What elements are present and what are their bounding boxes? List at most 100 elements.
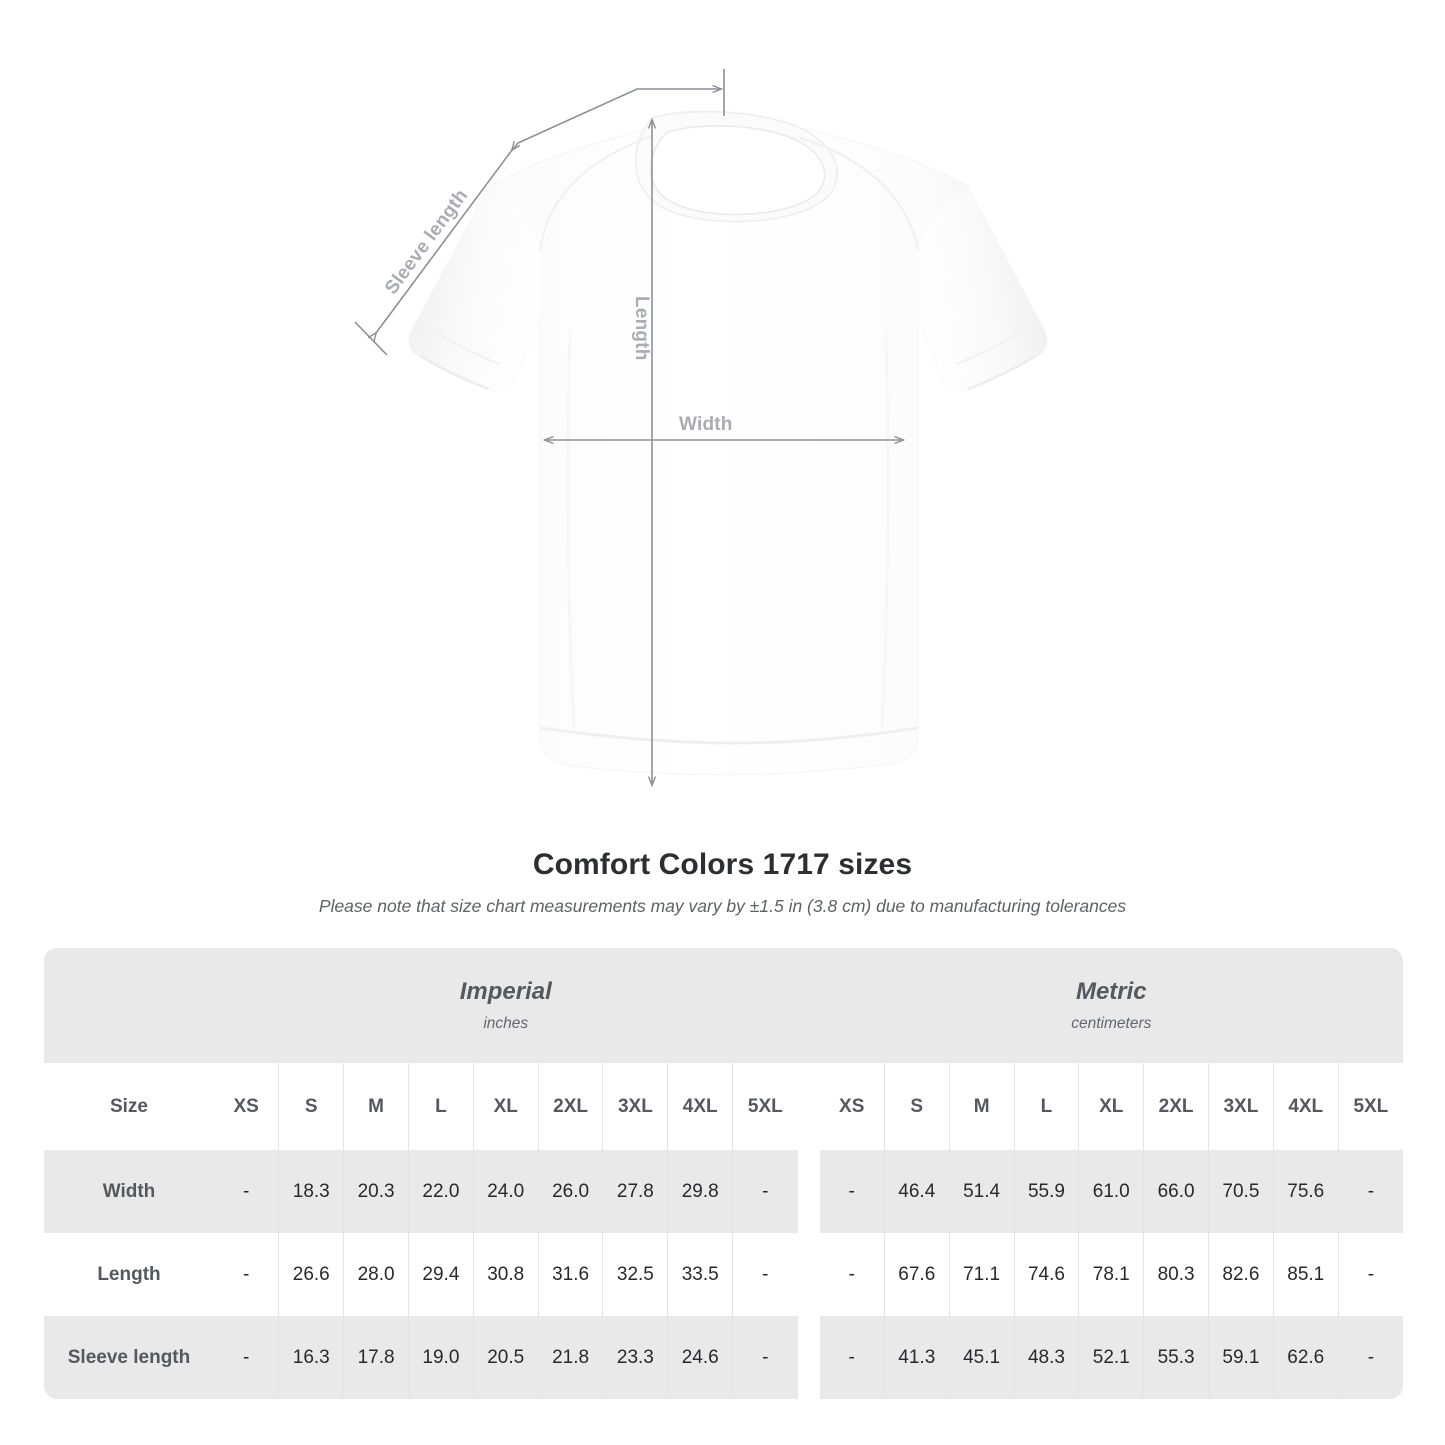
cell-metric-width-l: 55.9 [1013, 1150, 1079, 1233]
cell-metric-length-xl: 78.1 [1078, 1233, 1144, 1316]
table-row: Sleeve length -16.3 17.8 19.0 20.5 21.8 23.3 24… [44, 1316, 1403, 1399]
cell-metric-width-3xl: 70.5 [1208, 1150, 1274, 1233]
row-label-length: Length [44, 1233, 214, 1316]
cell-metric-length-4xl: 85.1 [1272, 1233, 1339, 1316]
section-gap [797, 1150, 820, 1233]
size-header-metric-l: L [1013, 1063, 1079, 1150]
cell-imperial-length-4xl: 33.5 [667, 1233, 733, 1316]
cell-imperial-sleeve-length-m: 17.8 [343, 1316, 409, 1399]
cell-metric-width-5xl: - [1337, 1150, 1403, 1233]
cell-metric-sleeve-length-xs: - [819, 1316, 885, 1399]
size-table: Imperial inches Metric centimeters Size XS S M L… [44, 948, 1403, 1399]
unit-name: Imperial [459, 978, 552, 1006]
cell-metric-length-5xl: - [1337, 1233, 1403, 1316]
page-title: Comfort Colors 1717 sizes [532, 848, 913, 881]
size-header-metric-3xl: 3XL [1208, 1063, 1274, 1150]
size-header-metric-m: M [948, 1063, 1015, 1150]
cell-metric-width-s: 46.4 [883, 1150, 950, 1233]
table-row: Length -26.6 28.0 29.4 30.8 31.6 32.5 33.5- -67.… [44, 1233, 1403, 1316]
cell-metric-sleeve-length-5xl: - [1337, 1316, 1403, 1399]
unit-header-metric: Metric centimeters [819, 948, 1403, 1063]
cell-metric-width-4xl: 75.6 [1272, 1150, 1339, 1233]
cell-imperial-length-5xl: - [732, 1233, 798, 1316]
unit-header-imperial: Imperial inches [214, 948, 798, 1063]
cell-imperial-sleeve-length-2xl: 21.8 [537, 1316, 603, 1399]
cell-metric-width-xs: - [819, 1150, 885, 1233]
cell-metric-sleeve-length-3xl: 59.1 [1208, 1316, 1274, 1399]
cell-imperial-length-xl: 30.8 [472, 1233, 539, 1316]
cell-imperial-sleeve-length-s: 16.3 [278, 1316, 344, 1399]
shoulder-reference-line [511, 89, 721, 151]
measurement-lines [354, 69, 903, 785]
cell-metric-length-s: 67.6 [883, 1233, 950, 1316]
cell-imperial-length-l: 29.4 [407, 1233, 474, 1316]
size-header-metric-xs: XS [819, 1063, 885, 1150]
cell-imperial-width-4xl: 29.8 [667, 1150, 733, 1233]
cell-metric-length-m: 71.1 [948, 1233, 1015, 1316]
size-header-imperial-m: M [343, 1063, 409, 1150]
cell-imperial-width-2xl: 26.0 [537, 1150, 603, 1233]
width-label: Width [679, 414, 733, 435]
row-label-sleeve-length: Sleeve length [44, 1316, 214, 1399]
length-label: Length [631, 296, 652, 361]
cell-imperial-width-m: 20.3 [343, 1150, 409, 1233]
cell-metric-length-2xl: 80.3 [1143, 1233, 1209, 1316]
table-row: Width -18.3 20.3 22.0 24.0 26.0 27.8 29.8- -46.4… [44, 1150, 1403, 1233]
unit-subtitle: centimeters [1071, 1014, 1152, 1032]
sleeve-end-tick [354, 321, 388, 356]
unit-header-gap [797, 948, 820, 1063]
cell-metric-sleeve-length-m: 45.1 [948, 1316, 1015, 1399]
cell-imperial-width-xl: 24.0 [472, 1150, 539, 1233]
unit-name: Metric [1075, 978, 1147, 1006]
cell-metric-length-3xl: 82.6 [1208, 1233, 1274, 1316]
shirt-shape [408, 110, 1048, 776]
size-header-imperial-5xl: 5XL [732, 1063, 798, 1150]
size-header-imperial-2xl: 2XL [537, 1063, 603, 1150]
tshirt-diagram: Width Length Sleeve length [354, 69, 1048, 830]
size-header-imperial-s: S [278, 1063, 344, 1150]
size-chart-table: Imperial inches Metric centimeters Size XS S M L… [44, 948, 1403, 1399]
size-header-imperial-3xl: 3XL [602, 1063, 668, 1150]
cell-imperial-width-s: 18.3 [278, 1150, 344, 1233]
size-header-imperial-l: L [407, 1063, 474, 1150]
cell-imperial-sleeve-length-5xl: - [732, 1316, 798, 1399]
cell-imperial-sleeve-length-l: 19.0 [407, 1316, 474, 1399]
cell-metric-width-2xl: 66.0 [1143, 1150, 1209, 1233]
size-header-metric-5xl: 5XL [1337, 1063, 1403, 1150]
cell-imperial-sleeve-length-xl: 20.5 [472, 1316, 539, 1399]
cell-imperial-length-xs: - [214, 1233, 279, 1316]
cell-metric-length-xs: - [819, 1233, 885, 1316]
size-header-metric-2xl: 2XL [1143, 1063, 1209, 1150]
cell-imperial-length-s: 26.6 [278, 1233, 344, 1316]
cell-imperial-sleeve-length-xs: - [214, 1316, 279, 1399]
cell-metric-sleeve-length-xl: 52.1 [1078, 1316, 1144, 1399]
cell-imperial-sleeve-length-4xl: 24.6 [667, 1316, 733, 1399]
size-header-metric-s: S [883, 1063, 950, 1150]
cell-metric-length-l: 74.6 [1013, 1233, 1079, 1316]
size-header-metric-xl: XL [1078, 1063, 1144, 1150]
cell-imperial-length-m: 28.0 [343, 1233, 409, 1316]
size-header-imperial-4xl: 4XL [667, 1063, 733, 1150]
size-header-row: Size XS S M L XL 2XL 3XL 4XL 5XL XS S M L XL 2XL 3XL 4XL 5… [44, 1063, 1403, 1150]
section-gap [797, 1233, 820, 1316]
cell-imperial-width-5xl: - [732, 1150, 798, 1233]
cell-metric-width-xl: 61.0 [1078, 1150, 1144, 1233]
size-column-header: Size [44, 1063, 214, 1150]
cell-metric-width-m: 51.4 [948, 1150, 1015, 1233]
tshirt-illustration [354, 69, 1048, 830]
cell-imperial-length-3xl: 32.5 [602, 1233, 668, 1316]
tolerance-note: Please note that size chart measurements… [318, 896, 1127, 916]
cell-metric-sleeve-length-2xl: 55.3 [1143, 1316, 1209, 1399]
section-gap [797, 1063, 820, 1150]
cell-imperial-width-l: 22.0 [407, 1150, 474, 1233]
unit-subtitle: inches [483, 1014, 529, 1032]
unit-header-row: Imperial inches Metric centimeters [44, 948, 1403, 1063]
cell-metric-sleeve-length-s: 41.3 [883, 1316, 950, 1399]
cell-imperial-sleeve-length-3xl: 23.3 [602, 1316, 668, 1399]
size-header-imperial-xl: XL [472, 1063, 539, 1150]
sleeve-length-dimension-line [376, 150, 512, 333]
cell-metric-sleeve-length-l: 48.3 [1013, 1316, 1079, 1399]
size-header-imperial-xs: XS [214, 1063, 279, 1150]
row-label-width: Width [44, 1150, 214, 1233]
size-header-metric-4xl: 4XL [1272, 1063, 1339, 1150]
